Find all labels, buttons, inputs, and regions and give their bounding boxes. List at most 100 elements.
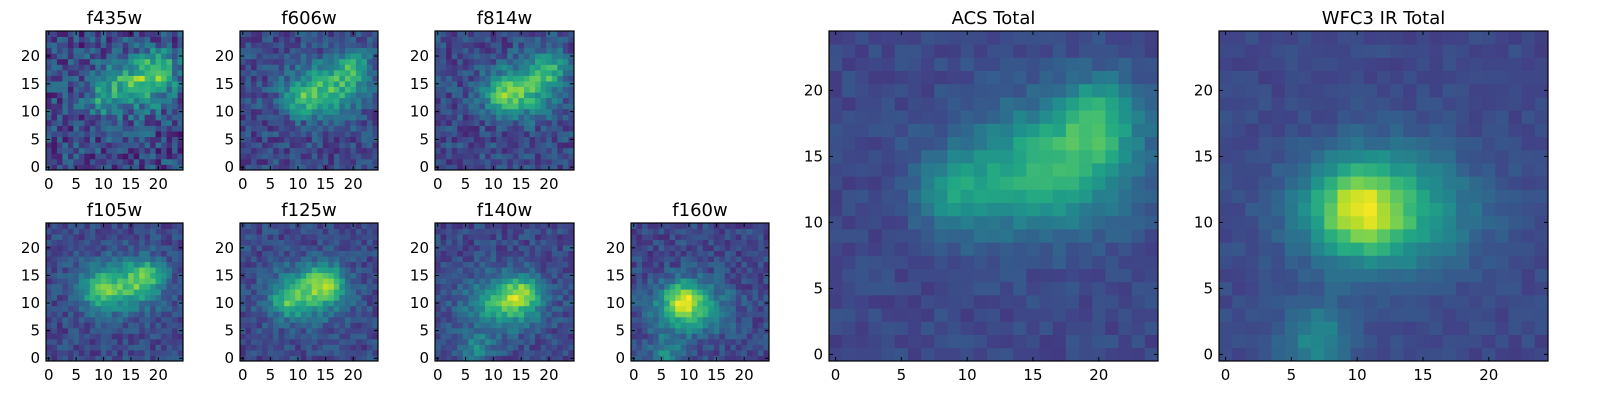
heatmap-cell — [462, 108, 469, 115]
heatmap-cell — [177, 47, 184, 54]
heatmap-cell — [631, 256, 637, 263]
heatmap-cell — [535, 305, 542, 312]
heatmap-cell — [490, 261, 497, 268]
heatmap-cell — [155, 305, 162, 312]
heatmap-cell — [133, 119, 140, 126]
heatmap-cell — [501, 344, 508, 351]
heatmap-cell — [361, 267, 368, 274]
heatmap-cell — [172, 81, 178, 87]
heatmap-cell — [344, 311, 351, 318]
heatmap-cell — [440, 250, 447, 257]
heatmap-cell — [636, 234, 643, 240]
heatmap-cell — [89, 53, 96, 60]
heatmap-cell — [507, 338, 514, 345]
heatmap-cell — [51, 36, 58, 43]
heatmap-cell — [664, 322, 671, 329]
heatmap-cell — [267, 267, 274, 274]
heatmap-cell — [557, 81, 564, 87]
heatmap-cell — [462, 42, 469, 49]
heatmap-cell — [84, 316, 91, 323]
heatmap-cell — [95, 142, 102, 149]
heatmap-cell — [322, 322, 329, 329]
heatmap-cell — [512, 36, 519, 43]
heatmap-cell — [339, 294, 346, 301]
y-tick-label: 10 — [215, 103, 234, 121]
heatmap-cell — [344, 294, 351, 301]
heatmap-cell — [440, 322, 447, 329]
heatmap-cell — [675, 245, 682, 251]
heatmap-cell — [333, 245, 340, 251]
heatmap-cell — [557, 283, 564, 290]
heatmap-cell — [177, 58, 184, 65]
heatmap-cell — [344, 300, 351, 307]
heatmap-cell — [177, 86, 184, 93]
heatmap-cell — [490, 344, 497, 351]
heatmap-cell — [144, 114, 151, 121]
heatmap-cell — [986, 281, 1001, 296]
heatmap-cell — [73, 47, 80, 54]
heatmap-cell — [435, 256, 441, 263]
heatmap-cell — [172, 305, 178, 312]
heatmap-cell — [295, 136, 302, 143]
heatmap-cell — [322, 311, 329, 318]
heatmap-cell — [51, 119, 58, 126]
heatmap-cell — [741, 344, 748, 351]
heatmap-cell — [46, 47, 52, 54]
heatmap-cell — [921, 268, 935, 283]
heatmap-cell — [551, 327, 558, 334]
heatmap-cell — [133, 267, 140, 274]
heatmap-cell — [278, 234, 285, 240]
heatmap-cell — [468, 239, 475, 246]
heatmap-cell — [355, 47, 362, 54]
heatmap-cell — [111, 289, 118, 296]
heatmap-cell — [289, 239, 296, 246]
heatmap-cell — [278, 338, 285, 345]
heatmap-cell — [473, 327, 480, 334]
heatmap-cell — [262, 322, 268, 329]
heatmap-cell — [366, 36, 373, 43]
heatmap-cell — [300, 31, 307, 37]
heatmap-cell — [289, 223, 296, 229]
heatmap-cell — [144, 267, 151, 274]
heatmap-cell — [111, 69, 118, 76]
heatmap-cell — [551, 92, 558, 99]
heatmap-cell — [366, 333, 373, 340]
heatmap-cell — [251, 333, 257, 340]
heatmap-cell — [535, 142, 542, 149]
heatmap-cell — [435, 69, 441, 76]
heatmap-cell — [289, 278, 296, 285]
heatmap-cell — [372, 294, 379, 301]
y-tick-label: 0 — [419, 158, 429, 176]
heatmap-cell — [267, 53, 274, 60]
heatmap-cell — [100, 75, 107, 82]
heatmap-cell — [155, 131, 162, 138]
heatmap-cell — [62, 42, 69, 49]
heatmap-cell — [267, 278, 274, 285]
heatmap-cell — [1000, 268, 1014, 283]
heatmap-cell — [289, 69, 296, 76]
heatmap-cell — [468, 300, 475, 307]
heatmap-cell — [295, 86, 302, 93]
heatmap-cell — [111, 114, 118, 121]
heatmap-cell — [664, 245, 671, 251]
heatmap-cell — [240, 75, 246, 82]
heatmap-cell — [350, 36, 357, 43]
heatmap-cell — [713, 272, 720, 279]
heatmap-cell — [1144, 189, 1159, 203]
heatmap-cell — [78, 327, 85, 334]
heatmap-cell — [457, 289, 464, 296]
heatmap-cell — [344, 355, 351, 362]
heatmap-cell — [78, 142, 85, 149]
heatmap-cell — [278, 47, 285, 54]
heatmap-cell — [1039, 268, 1054, 283]
heatmap-cell — [122, 245, 129, 251]
heatmap-cell — [328, 223, 335, 229]
heatmap-cell — [1092, 189, 1106, 203]
heatmap-cell — [551, 131, 558, 138]
heatmap-cell — [46, 125, 52, 132]
heatmap-cell — [245, 153, 252, 160]
heatmap-cell — [67, 327, 74, 334]
heatmap-cell — [56, 75, 63, 82]
heatmap-cell — [355, 349, 362, 356]
heatmap-cell — [518, 234, 525, 240]
